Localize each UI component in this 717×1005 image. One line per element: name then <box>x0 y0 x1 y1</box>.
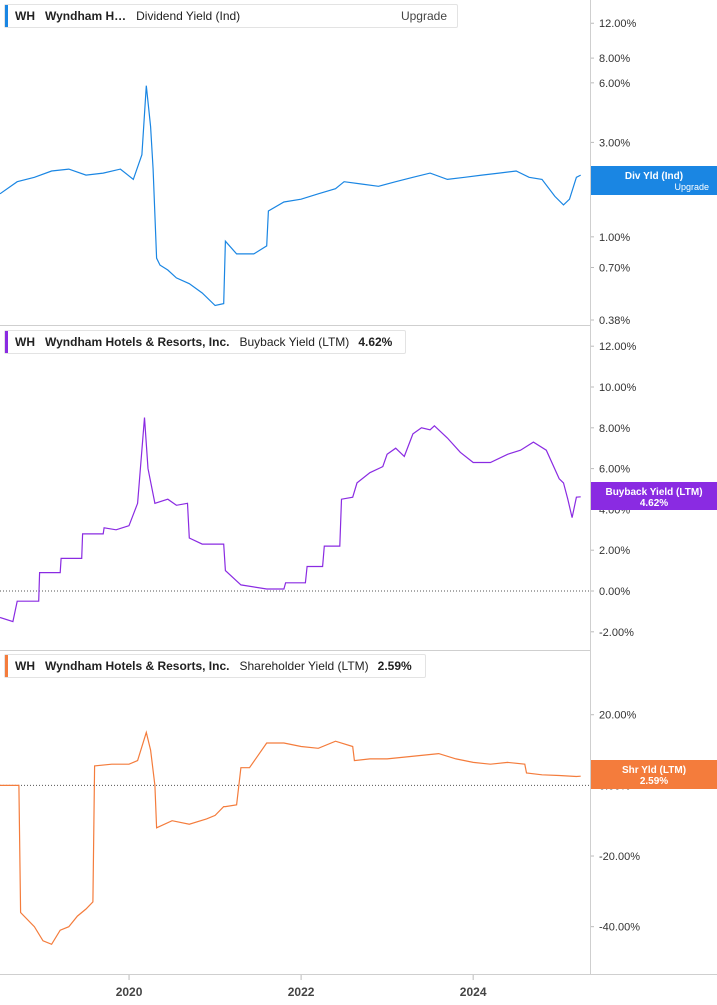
buyback-yield-panel: 12.00% 10.00% 8.00% 6.00% 4.00% 2.00% 0.00% -2.… <box>0 326 717 650</box>
x-tick-label: 2022 <box>288 985 315 999</box>
legend-ticker: WH <box>15 659 35 673</box>
buyback-yield-chart: 12.00%10.00%8.00%6.00%4.00%2.00%0.00%-2.… <box>0 341 637 639</box>
flag-value: 4.62% <box>639 498 669 509</box>
legend-company-name: Wyndham H… <box>45 9 127 23</box>
dividend-yield-chart: 12.00% 8.00% 6.00% 3.00% 1.00% 0.70% 0.38% <box>0 18 637 326</box>
shareholder-yield-legend[interactable]: WH Wyndham Hotels & Resorts, Inc. Shareh… <box>4 654 426 678</box>
y-tick-label: 12.00% <box>599 341 637 353</box>
legend-metric: Dividend Yield (Ind) <box>136 9 241 23</box>
legend-company-name: Wyndham Hotels & Resorts, Inc. <box>45 659 230 673</box>
y-tick-label: 0.38% <box>599 315 630 326</box>
y-tick-label: 12.00% <box>599 18 637 30</box>
y-tick-label: -2.00% <box>599 627 634 639</box>
dividend-yield-legend[interactable]: WH Wyndham H… Dividend Yield (Ind) Upgra… <box>4 4 458 28</box>
shareholder-yield-value-flag: Shr Yld (LTM) 2.59% <box>591 760 717 789</box>
flag-label: Div Yld (Ind) <box>624 171 684 182</box>
buyback-yield-value-flag: Buyback Yield (LTM) 4.62% <box>591 482 717 510</box>
y-tick-label: 0.70% <box>599 262 630 274</box>
flag-label: Shr Yld (LTM) <box>621 765 687 776</box>
series-line <box>0 417 581 623</box>
dividend-yield-panel: 12.00% 8.00% 6.00% 3.00% 1.00% 0.70% 0.38% WH … <box>0 0 717 326</box>
legend-company-name: Wyndham Hotels & Resorts, Inc. <box>45 335 230 349</box>
series-color-swatch <box>5 331 8 353</box>
flag-value: 2.59% <box>639 776 669 787</box>
buyback-yield-legend[interactable]: WH Wyndham Hotels & Resorts, Inc. Buybac… <box>4 330 406 354</box>
series-color-swatch <box>5 655 8 677</box>
y-tick-label: 0.00% <box>599 586 630 598</box>
dividend-yield-value-flag: Div Yld (Ind) Upgrade <box>591 166 717 195</box>
series-color-swatch <box>5 5 8 27</box>
y-tick-label: 8.00% <box>599 423 630 435</box>
series-line <box>0 730 581 946</box>
y-tick-label: -40.00% <box>599 922 640 934</box>
y-tick-label: 1.00% <box>599 232 630 244</box>
y-tick-label: 20.00% <box>599 710 637 722</box>
legend-ticker: WH <box>15 9 35 23</box>
series-line <box>0 85 581 307</box>
y-tick-label: -20.00% <box>599 851 640 863</box>
flag-label: Buyback Yield (LTM) <box>605 487 703 498</box>
legend-ticker: WH <box>15 335 35 349</box>
y-tick-label: 2.00% <box>599 545 630 557</box>
y-tick-label: 10.00% <box>599 382 637 394</box>
y-tick-label: 3.00% <box>599 137 630 149</box>
legend-upgrade-link[interactable]: Upgrade <box>400 9 447 23</box>
x-tick-label: 2024 <box>460 985 487 999</box>
y-tick-label: 6.00% <box>599 464 630 476</box>
flag-upgrade-text[interactable]: Upgrade <box>674 182 709 192</box>
x-tick-label: 2020 <box>116 985 143 999</box>
legend-value: 2.59% <box>377 659 412 673</box>
y-tick-label: 6.00% <box>599 78 630 90</box>
y-tick-label: 8.00% <box>599 53 630 65</box>
legend-metric: Shareholder Yield (LTM) <box>239 659 369 673</box>
legend-value: 4.62% <box>358 335 393 349</box>
legend-metric: Buyback Yield (LTM) <box>239 335 350 349</box>
